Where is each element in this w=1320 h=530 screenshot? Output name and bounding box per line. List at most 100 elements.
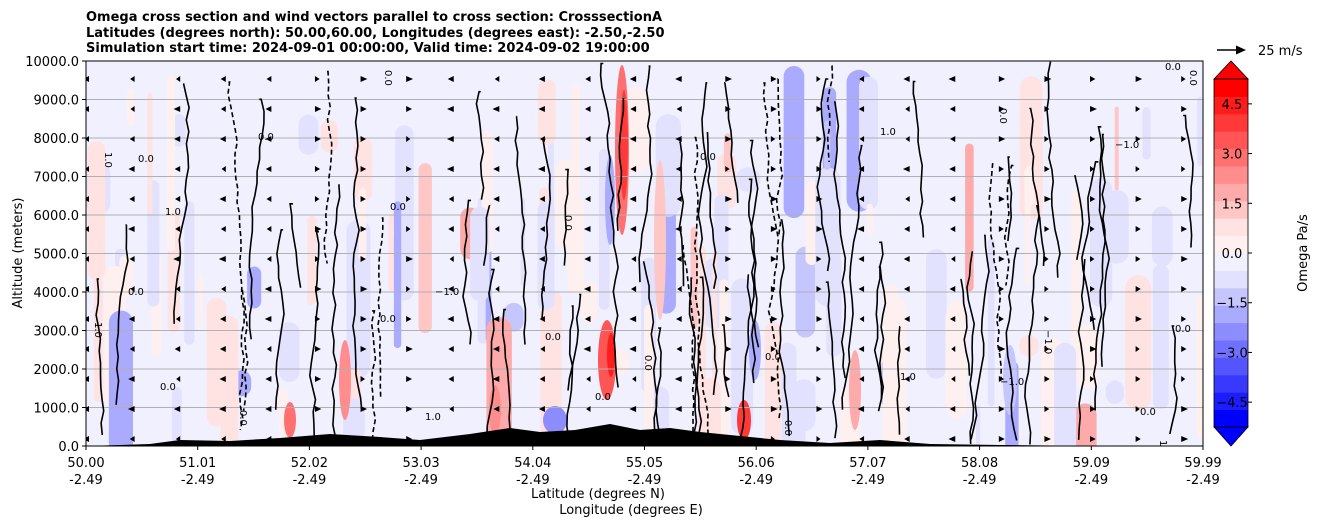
wind-vector bbox=[859, 136, 865, 142]
wind-vector bbox=[360, 166, 367, 172]
wind-vector bbox=[130, 76, 135, 82]
wind-vector bbox=[998, 76, 1006, 82]
wind-vector bbox=[446, 166, 454, 172]
contour-label: 0.0 bbox=[160, 382, 176, 393]
wind-vector bbox=[583, 286, 591, 292]
wind-vector bbox=[539, 226, 545, 232]
wind-vector bbox=[314, 196, 320, 202]
wind-vector bbox=[949, 286, 956, 292]
wind-vector bbox=[219, 376, 226, 382]
wind-vector bbox=[858, 166, 865, 172]
colorbar-segment bbox=[1214, 287, 1248, 306]
wind-vector bbox=[1090, 76, 1096, 82]
wind-reference-key: 25 m/s bbox=[1217, 44, 1303, 59]
wind-vector bbox=[1135, 106, 1141, 112]
wind-vector bbox=[998, 106, 1005, 112]
omega-fill-patch bbox=[184, 201, 195, 345]
wind-vector bbox=[219, 406, 226, 412]
wind-vector bbox=[264, 316, 272, 322]
wind-vector bbox=[493, 196, 500, 202]
x-tick-label-latitude: 52.02 bbox=[291, 456, 328, 471]
x-tick-label-longitude: -2.49 bbox=[516, 473, 550, 488]
colorbar-segment bbox=[1214, 148, 1248, 167]
wind-vector bbox=[1044, 346, 1050, 352]
x-tick-label-longitude: -2.49 bbox=[181, 473, 215, 488]
colorbar-segment bbox=[1214, 79, 1248, 97]
omega-fill-patch bbox=[206, 297, 227, 427]
omega-fill-patch bbox=[247, 266, 262, 309]
contour-label: 0.0 bbox=[1175, 324, 1191, 335]
chart-title: Omega cross section and wind vectors par… bbox=[86, 10, 665, 56]
wind-vector bbox=[314, 346, 321, 352]
wind-vector bbox=[1181, 256, 1188, 262]
wind-vector bbox=[538, 106, 545, 112]
omega-contour bbox=[1074, 175, 1084, 260]
contour-label: 0.0 bbox=[595, 392, 611, 403]
omega-fill-patch bbox=[731, 278, 753, 435]
wind-vector bbox=[1181, 346, 1187, 352]
x-tick-label-latitude: 55.05 bbox=[626, 456, 663, 471]
wind-vector bbox=[360, 286, 368, 292]
omega-contour bbox=[616, 98, 625, 231]
wind-vector bbox=[816, 76, 821, 82]
wind-vector bbox=[86, 166, 89, 172]
contour-label: 0.0 bbox=[138, 154, 154, 165]
wind-vector bbox=[1090, 106, 1097, 112]
omega-fill-patch bbox=[197, 273, 203, 330]
omega-contour bbox=[697, 82, 718, 395]
omega-contour bbox=[655, 327, 662, 437]
wind-vector bbox=[816, 346, 821, 352]
wind-vector bbox=[770, 316, 778, 322]
wind-vector bbox=[630, 226, 637, 232]
wind-vector bbox=[492, 376, 500, 382]
wind-vector bbox=[448, 346, 454, 352]
wind-vector bbox=[495, 286, 500, 292]
x-tick-label-longitude: -2.49 bbox=[628, 473, 662, 488]
wind-vector bbox=[858, 256, 865, 262]
y-tick-label: 6000.0 bbox=[34, 209, 80, 224]
wind-vector bbox=[219, 196, 226, 202]
wind-vector bbox=[630, 166, 637, 172]
x-tick-label-longitude: -2.49 bbox=[963, 473, 997, 488]
wind-vector bbox=[128, 376, 135, 382]
wind-vector bbox=[221, 166, 226, 172]
wind-vector bbox=[449, 406, 454, 412]
omega-contour-negative bbox=[762, 82, 782, 420]
wind-vector bbox=[265, 106, 272, 112]
omega-fill-patch bbox=[147, 93, 153, 215]
wind-vector bbox=[1090, 436, 1096, 442]
wind-vector bbox=[173, 106, 181, 112]
y-tick-label: 2000.0 bbox=[34, 363, 80, 378]
contour-label: 0.0 bbox=[1165, 62, 1181, 73]
wind-vector bbox=[494, 136, 500, 142]
wind-vector bbox=[175, 196, 181, 202]
wind-vector bbox=[220, 76, 226, 82]
contour-label: −1.0 bbox=[1042, 330, 1053, 354]
title-line-1: Omega cross section and wind vectors par… bbox=[86, 10, 662, 25]
wind-vector bbox=[86, 316, 89, 322]
terrain-silhouette bbox=[86, 424, 1203, 446]
wind-vector bbox=[314, 76, 320, 82]
wind-vector bbox=[492, 346, 500, 352]
contour-label: −1.0 bbox=[1115, 140, 1139, 151]
omega-contour bbox=[540, 138, 552, 320]
wind-vector bbox=[858, 286, 865, 292]
wind-reference-label: 25 m/s bbox=[1258, 44, 1303, 59]
wind-vector bbox=[265, 166, 272, 172]
wind-vector bbox=[406, 346, 413, 352]
omega-fill-patch bbox=[307, 215, 317, 305]
omega-contour bbox=[1183, 114, 1194, 248]
wind-vector bbox=[725, 166, 730, 172]
wind-vector bbox=[1044, 166, 1050, 172]
colorbar: 4.5 3.0 1.5 0.0 −1.5 −3.0 −4.5 bbox=[1213, 60, 1252, 447]
wind-vector bbox=[266, 346, 272, 352]
omega-contour bbox=[833, 101, 847, 379]
wind-vector bbox=[175, 316, 181, 322]
wind-vector bbox=[725, 256, 732, 262]
omega-contour bbox=[352, 97, 363, 411]
wind-vector bbox=[406, 196, 411, 202]
wind-vector bbox=[493, 166, 500, 172]
omega-contour bbox=[706, 132, 718, 289]
omega-contour bbox=[841, 144, 863, 410]
